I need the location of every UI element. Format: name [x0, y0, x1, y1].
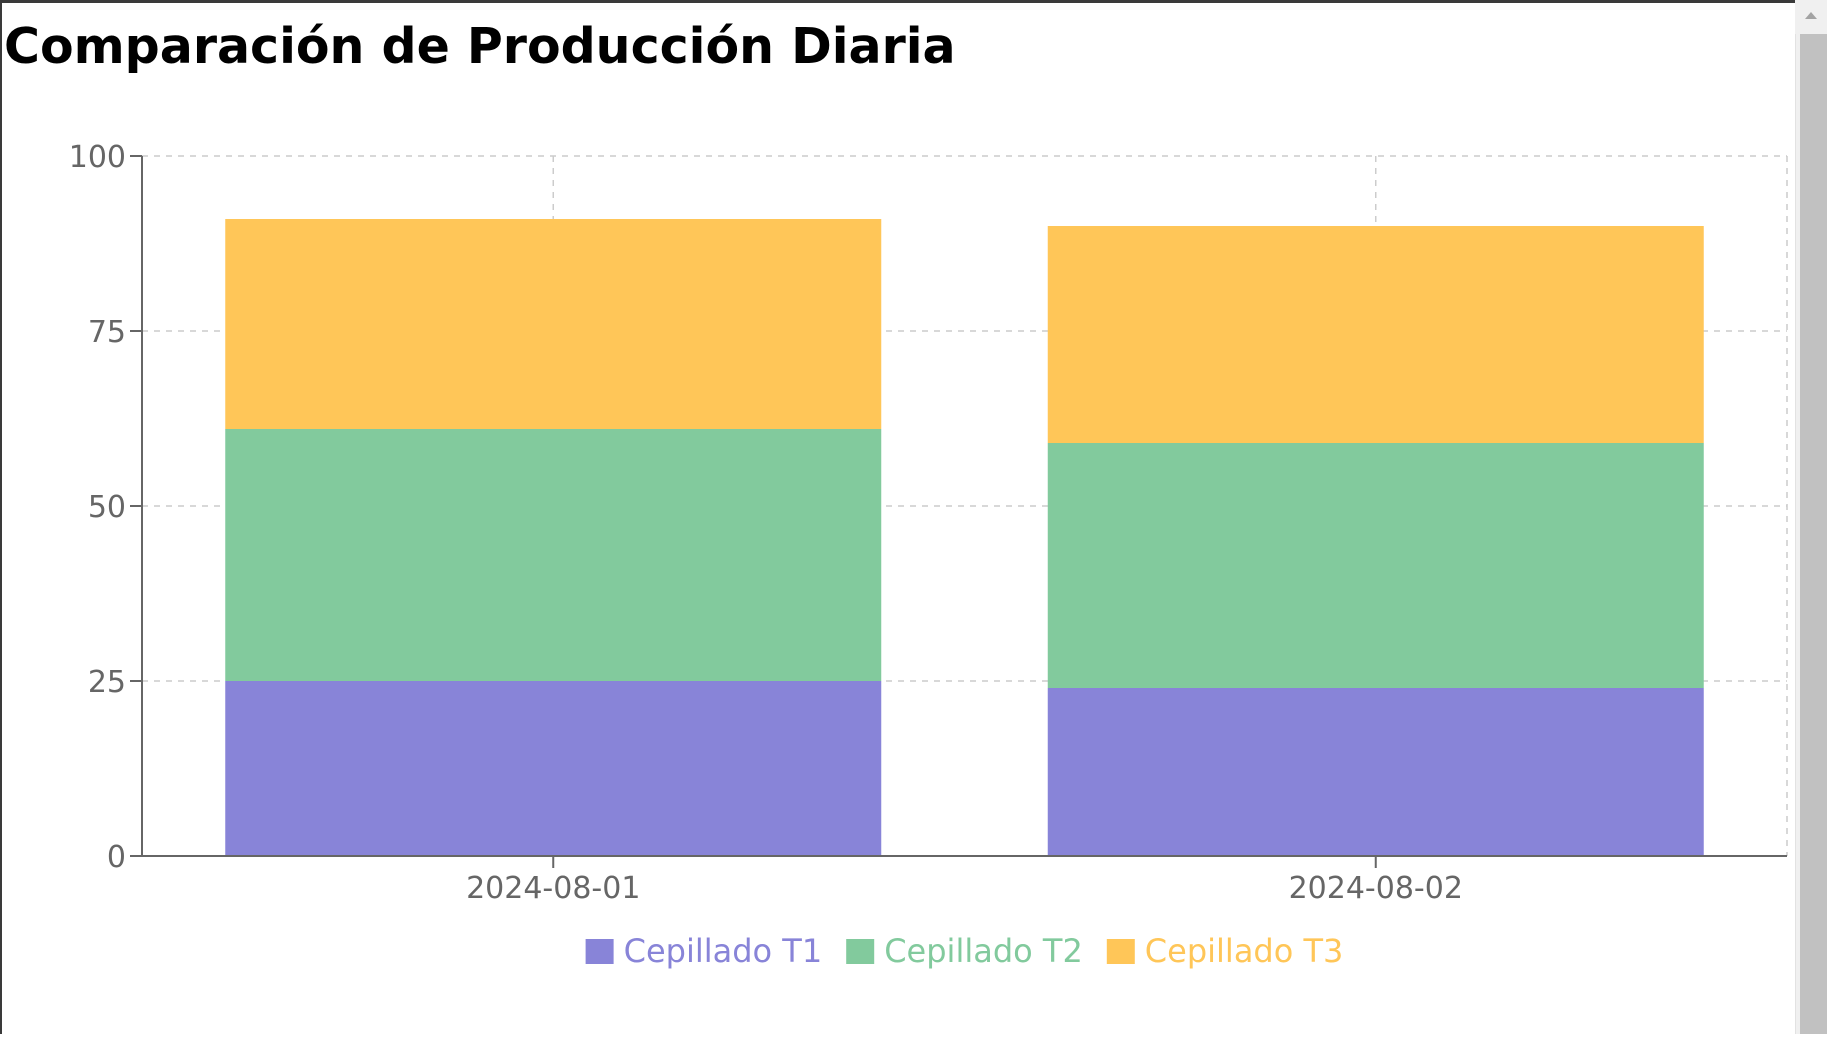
bar-segment-t3[interactable]	[1047, 226, 1704, 443]
legend-label: Cepillado T2	[884, 932, 1083, 970]
bar-segment-t2[interactable]	[225, 429, 882, 681]
stacked-bar-chart: 0 25 50 75 100 2024-08-01 2024-08-02 Cepillado …	[69, 140, 1788, 970]
y-tick-label: 25	[88, 665, 126, 700]
legend-swatch-t3	[1106, 939, 1135, 964]
y-tick-label: 0	[107, 840, 126, 875]
legend-label: Cepillado T1	[624, 932, 823, 970]
scrollbar-thumb[interactable]	[1800, 34, 1827, 1034]
x-tick-label: 2024-08-02	[1289, 871, 1463, 906]
legend-swatch-t1	[585, 939, 614, 964]
bar-segment-t1[interactable]	[1047, 688, 1704, 856]
bar-segment-t2[interactable]	[1047, 443, 1704, 688]
scroll-up-arrow-icon[interactable]	[1795, 0, 1827, 34]
legend-swatch-t2	[846, 939, 875, 964]
page-title: Comparación de Producción Diaria	[4, 18, 956, 75]
x-tick-label: 2024-08-01	[466, 871, 640, 906]
y-tick-label: 75	[88, 315, 126, 350]
y-tick-label: 100	[69, 140, 126, 175]
legend-label: Cepillado T3	[1145, 932, 1344, 970]
y-tick-label: 50	[88, 490, 126, 525]
bar-segment-t3[interactable]	[225, 219, 882, 429]
bar-segment-t1[interactable]	[225, 681, 882, 856]
